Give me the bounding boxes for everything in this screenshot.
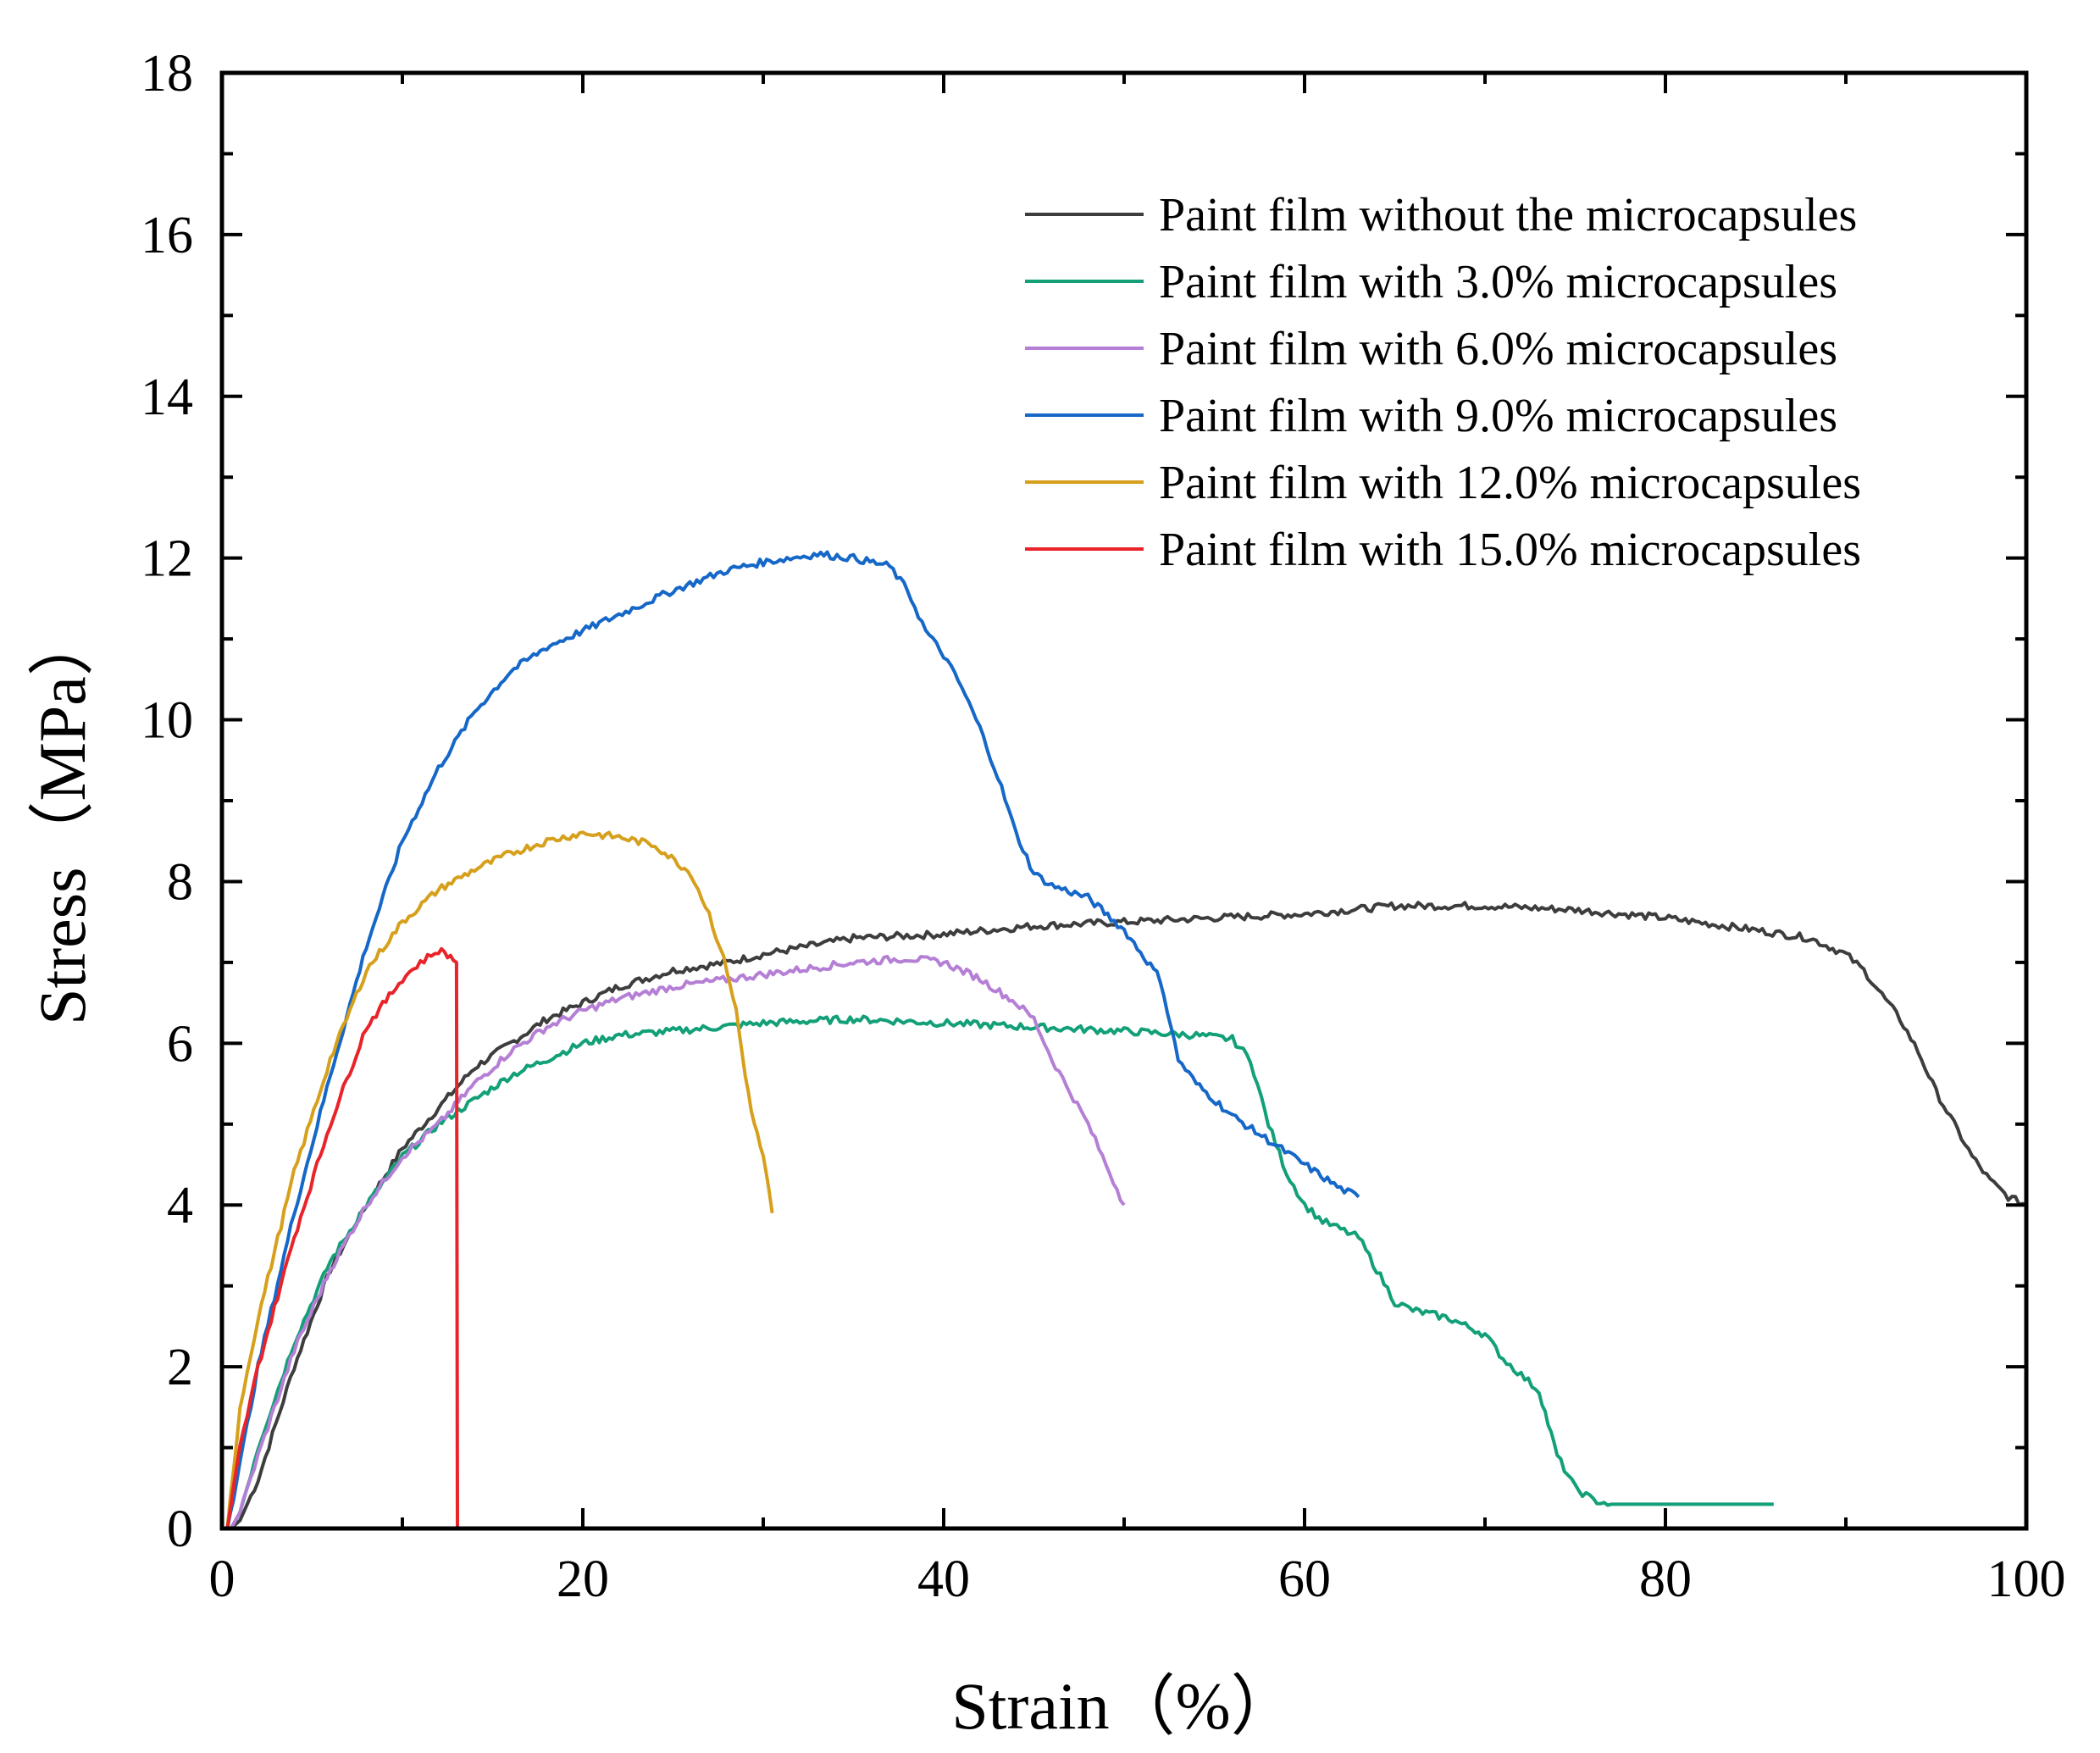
series-line-1	[230, 901, 2027, 1530]
series-line-2	[229, 1014, 1774, 1529]
x-tick-label: 20	[557, 1551, 609, 1608]
series-line-5	[225, 830, 774, 1529]
x-tick-label: 100	[1987, 1551, 2066, 1608]
x-axis-title: Strain（%）	[951, 1669, 1296, 1743]
y-tick-label: 6	[167, 1015, 193, 1073]
legend-label-6: Paint film with 15.0% microcapsules	[1159, 524, 1861, 576]
y-tick-label: 18	[141, 45, 193, 103]
x-tick-label: 0	[209, 1551, 235, 1608]
labels-layer: 0 20 40 60 80 100 0 2 4 6 8 10 12 14 16 18	[141, 45, 2066, 1608]
y-tick-label: 16	[141, 207, 193, 264]
y-tick-label: 12	[141, 530, 193, 588]
y-tick-label: 0	[167, 1501, 193, 1558]
series-line-4	[225, 550, 1360, 1529]
legend-label-5: Paint film with 12.0% microcapsules	[1159, 457, 1861, 509]
series-line-3	[229, 954, 1126, 1529]
ticks-layer	[220, 71, 2028, 1530]
y-tick-label: 2	[167, 1339, 193, 1396]
y-tick-label: 14	[141, 369, 193, 426]
legend-label-1: Paint film without the microcapsules	[1159, 189, 1857, 241]
x-tick-label: 80	[1639, 1551, 1692, 1608]
x-tick-label: 60	[1278, 1551, 1331, 1608]
y-axis-title: Stress（MPa）	[25, 610, 99, 1025]
legend-label-3: Paint film with 6.0% microcapsules	[1159, 323, 1837, 375]
y-tick-label: 4	[167, 1177, 193, 1234]
series-line-6	[225, 946, 459, 1530]
x-tick-label: 40	[917, 1551, 970, 1608]
legend-label-2: Paint film with 3.0% microcapsules	[1159, 256, 1837, 308]
y-tick-label: 8	[167, 853, 193, 911]
legend: Paint film without the microcapsules Pain…	[1025, 189, 1861, 576]
legend-label-4: Paint film with 9.0% microcapsules	[1159, 390, 1837, 442]
y-tick-label: 10	[141, 692, 193, 750]
series-layer	[225, 550, 2027, 1530]
